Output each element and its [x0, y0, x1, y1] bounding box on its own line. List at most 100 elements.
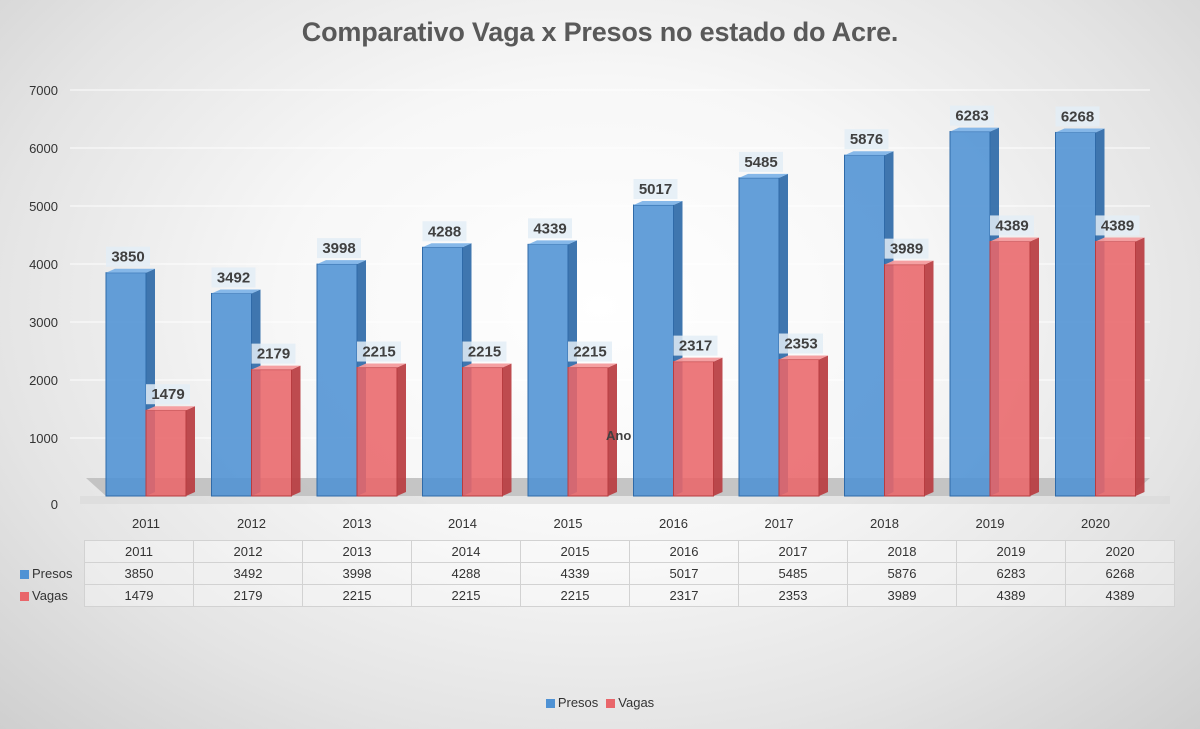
bars [105, 127, 1145, 497]
table-row-label: Presos [32, 566, 73, 581]
table-cell: 6283 [956, 562, 1066, 585]
bar-vagas-2011 [145, 406, 195, 497]
table-cell: 4389 [956, 584, 1066, 607]
data-label-vagas-2011: 1479 [146, 384, 190, 405]
svg-text:4288: 4288 [428, 223, 461, 240]
svg-text:6283: 6283 [955, 108, 988, 125]
data-label-presos-2016: 5017 [633, 179, 678, 200]
data-label-vagas-2012: 2179 [251, 343, 296, 364]
chart-title: Comparativo Vaga x Presos no estado do A… [301, 17, 899, 47]
y-tick-label: 7000 [29, 83, 58, 98]
table-cell: 3492 [193, 562, 303, 585]
table-cell: 5876 [847, 562, 957, 585]
bar-presos-2016 [633, 201, 683, 497]
blue-square-icon [20, 570, 29, 579]
svg-text:6268: 6268 [1061, 108, 1094, 125]
data-label-presos-2011: 3850 [106, 246, 150, 267]
table-cell: 3850 [84, 562, 194, 585]
svg-text:5876: 5876 [850, 131, 883, 148]
svg-text:4389: 4389 [1101, 217, 1134, 234]
x-tick-label: 2014 [448, 516, 477, 531]
data-table: 2011 2012 2013 2014 2015 2016 2017 2018 2019 2020… [18, 540, 1175, 607]
svg-text:3998: 3998 [322, 240, 355, 257]
table-cell: 1479 [84, 584, 194, 607]
data-label-presos-2020: 6268 [1055, 106, 1100, 127]
x-tick-label: 2018 [870, 516, 899, 531]
bar-vagas-2013 [356, 363, 406, 497]
bar-vagas-2015 [567, 363, 617, 497]
table-cell: 3998 [302, 562, 412, 585]
legend-item-presos: Presos [545, 695, 598, 710]
svg-text:2317: 2317 [679, 338, 712, 355]
table-header-cell: 2013 [302, 540, 412, 563]
bar-vagas-2016 [673, 357, 723, 497]
table-header-cell: 2016 [629, 540, 739, 563]
data-label-presos-2013: 3998 [317, 238, 361, 259]
table-header-cell: 2018 [847, 540, 957, 563]
data-label-vagas-2020: 4389 [1095, 215, 1140, 236]
data-label-vagas-2013: 2215 [357, 341, 401, 362]
x-tick-label: 2019 [976, 516, 1005, 531]
y-tick-label: 0 [51, 497, 58, 512]
table-header-cell: 2014 [411, 540, 521, 563]
x-axis-title: Ano [606, 428, 631, 443]
data-label-presos-2017: 5485 [739, 151, 783, 172]
x-tick-label: 2015 [554, 516, 583, 531]
table-cell: 2317 [629, 584, 739, 607]
red-square-icon [20, 592, 29, 601]
data-label-vagas-2017: 2353 [779, 333, 823, 354]
table-cell: 2215 [520, 584, 630, 607]
table-cell: 5485 [738, 562, 848, 585]
svg-text:1479: 1479 [151, 386, 184, 403]
data-label-presos-2018: 5876 [844, 129, 889, 150]
bar-vagas-2019 [989, 237, 1039, 497]
legend-item-vagas: Vagas [606, 695, 654, 710]
y-tick-label: 6000 [29, 141, 58, 156]
table-header-cell: 2012 [193, 540, 303, 563]
svg-text:5485: 5485 [744, 154, 777, 171]
table-cell: 4339 [520, 562, 630, 585]
table-cell: 2353 [738, 584, 848, 607]
y-tick-label: 1000 [29, 431, 58, 446]
svg-text:2215: 2215 [362, 344, 395, 361]
bar-presos-2015 [527, 240, 577, 497]
svg-text:2215: 2215 [468, 344, 501, 361]
x-tick-label: 2016 [659, 516, 688, 531]
x-tick-label: 2013 [343, 516, 372, 531]
bar-vagas-2018 [884, 260, 934, 497]
x-tick-label: 2011 [132, 516, 160, 531]
y-tick-label: 3000 [29, 315, 58, 330]
y-axis-ticks: 0 1000 2000 3000 4000 5000 6000 7000 [29, 83, 58, 512]
table-header-cell: 2017 [738, 540, 848, 563]
svg-text:4339: 4339 [533, 220, 566, 237]
x-axis-ticks: 2011 2012 2013 2014 2015 2016 2017 2018 2019 2020 [132, 516, 1110, 531]
x-tick-label: 2012 [237, 516, 266, 531]
data-label-vagas-2018: 3989 [884, 238, 929, 259]
table-header-cell: 2019 [956, 540, 1066, 563]
table-cell: 3989 [847, 584, 957, 607]
y-tick-label: 2000 [29, 373, 58, 388]
data-label-vagas-2014: 2215 [462, 341, 507, 362]
table-cell: 4389 [1065, 584, 1175, 607]
table-cell: 4288 [411, 562, 521, 585]
table-cell: 5017 [629, 562, 739, 585]
table-cell: 2179 [193, 584, 303, 607]
table-cell: 6268 [1065, 562, 1175, 585]
svg-text:3850: 3850 [111, 249, 144, 266]
data-label-presos-2015: 4339 [528, 218, 572, 239]
x-tick-label: 2017 [765, 516, 794, 531]
table-header-cell: 2011 [84, 540, 194, 563]
svg-text:2179: 2179 [257, 346, 290, 363]
svg-text:4389: 4389 [995, 217, 1028, 234]
data-labels: 3850 1479 3492 2179 3998 2215 4288 2215 4339 2215… [106, 105, 1140, 405]
floor-edge [80, 496, 1170, 504]
table-header-cell: 2015 [520, 540, 630, 563]
legend: Presos Vagas [0, 695, 1200, 710]
x-tick-label: 2020 [1081, 516, 1110, 531]
svg-text:2215: 2215 [573, 344, 606, 361]
svg-text:5017: 5017 [639, 181, 672, 198]
bar-presos-2018 [844, 151, 894, 497]
table-header-cell: 2020 [1065, 540, 1175, 563]
table-cell: 2215 [302, 584, 412, 607]
